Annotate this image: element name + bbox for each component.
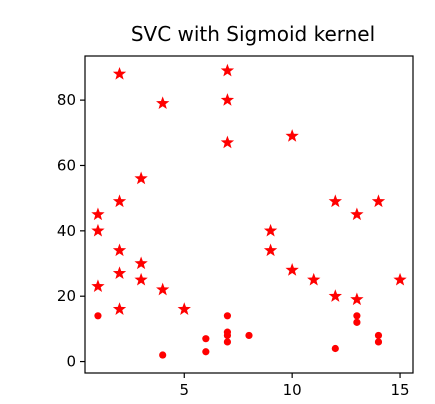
star-point — [371, 194, 386, 208]
star-point — [220, 135, 235, 149]
star-point — [220, 93, 235, 106]
y-tick-label: 60 — [57, 156, 76, 174]
y-tick-label: 40 — [57, 222, 76, 240]
star-point — [134, 256, 148, 270]
y-tick-label: 80 — [57, 91, 76, 109]
star-point — [112, 66, 127, 80]
axes: 5 10 15 0 20 40 60 80 — [57, 55, 414, 399]
y-tick-label: 0 — [66, 353, 76, 371]
star-point — [91, 279, 105, 293]
circle-point — [245, 331, 253, 340]
star-point — [285, 129, 299, 142]
x-tick-label: 5 — [179, 381, 189, 399]
x-axis-ticks: 5 10 15 — [179, 373, 410, 399]
star-point — [134, 272, 148, 286]
star-point — [156, 96, 170, 110]
star-point — [220, 63, 235, 77]
y-tick-label: 20 — [57, 287, 76, 305]
circle-point — [353, 318, 361, 326]
star-point — [112, 266, 127, 279]
star-point — [263, 243, 278, 257]
circle-point — [331, 344, 339, 353]
star-point — [350, 292, 364, 306]
star-point — [112, 243, 127, 257]
star-point — [156, 282, 170, 296]
star-point — [350, 207, 364, 221]
star-point — [112, 194, 127, 208]
circle-point — [202, 335, 210, 343]
plot-frame — [84, 55, 414, 374]
star-point — [393, 272, 407, 286]
circle-point — [223, 331, 232, 340]
star-point — [91, 207, 105, 221]
star-point — [328, 289, 342, 302]
circle-point — [223, 312, 232, 320]
circle-point — [202, 348, 210, 356]
star-point — [285, 263, 299, 276]
chart-title: SVC with Sigmoid kernel — [131, 22, 375, 46]
star-point — [307, 272, 321, 286]
circle-point — [374, 338, 383, 346]
circle-point — [353, 312, 361, 320]
x-tick-label: 15 — [391, 381, 410, 399]
star-point — [112, 302, 127, 315]
circle-point — [159, 351, 167, 359]
star-point — [91, 223, 105, 237]
circle-point — [94, 312, 102, 320]
data-points — [91, 63, 407, 359]
y-axis-ticks: 0 20 40 60 80 — [57, 91, 85, 371]
star-point — [177, 302, 191, 315]
star-point — [134, 171, 148, 185]
circle-point — [223, 338, 232, 346]
x-tick-label: 10 — [283, 381, 302, 399]
star-point — [263, 223, 278, 237]
star-point — [328, 194, 342, 208]
circle-point — [374, 331, 383, 340]
